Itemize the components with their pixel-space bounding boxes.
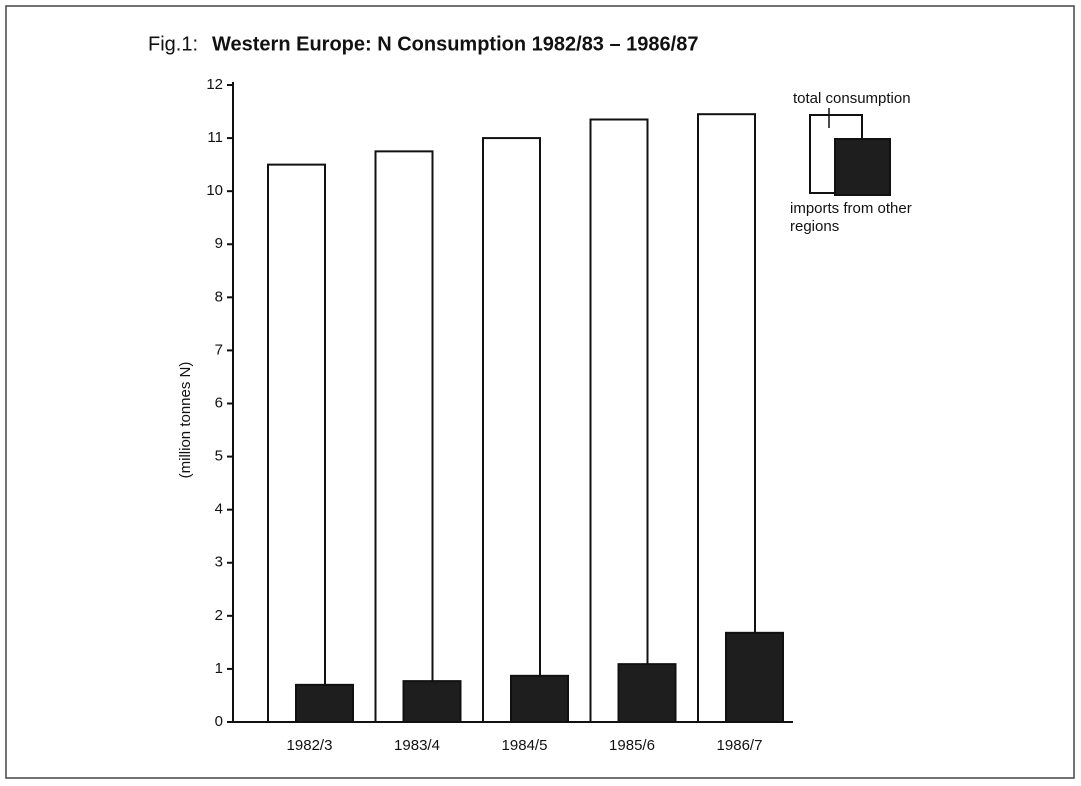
import-bar bbox=[725, 631, 784, 724]
x-tick-label: 1986/7 bbox=[717, 737, 763, 754]
y-tick-label: 1 bbox=[215, 660, 223, 677]
y-tick-label: 9 bbox=[215, 235, 223, 252]
y-tick-label: 0 bbox=[215, 713, 223, 730]
import-bar bbox=[510, 674, 569, 724]
import-bar bbox=[617, 663, 677, 723]
y-tick-label: 6 bbox=[215, 394, 223, 411]
x-tick-label: 1985/6 bbox=[609, 737, 655, 754]
y-tick-label: 12 bbox=[206, 76, 223, 93]
total-bar bbox=[267, 163, 326, 723]
chart-title: Western Europe: N Consumption 1982/83 – … bbox=[212, 33, 698, 55]
y-tick-label: 11 bbox=[207, 129, 223, 146]
x-tick-label: 1984/5 bbox=[502, 737, 548, 754]
import-bar bbox=[295, 683, 354, 724]
legend-label: imports from other regions bbox=[790, 200, 912, 235]
total-bar bbox=[374, 150, 434, 723]
total-bar bbox=[589, 118, 649, 724]
y-tick-label: 7 bbox=[215, 341, 223, 358]
total-bar bbox=[697, 113, 756, 723]
legend-swatch bbox=[834, 138, 891, 196]
y-tick-label: 10 bbox=[206, 182, 223, 199]
y-tick-label: 8 bbox=[215, 288, 223, 305]
legend-label-box: imports from other regions bbox=[790, 200, 912, 235]
y-tick-label: 4 bbox=[215, 501, 223, 518]
legend-label: total consumption bbox=[793, 90, 911, 107]
y-tick-label: 2 bbox=[215, 607, 223, 624]
import-bar bbox=[402, 680, 462, 724]
y-axis-label: (million tonnes N) bbox=[177, 362, 194, 479]
x-tick-label: 1983/4 bbox=[394, 737, 440, 754]
x-tick-label: 1982/3 bbox=[287, 737, 333, 754]
figure-label: Fig.1: bbox=[148, 33, 198, 55]
y-tick-label: 5 bbox=[215, 448, 223, 465]
total-bar bbox=[482, 137, 541, 724]
y-tick-label: 3 bbox=[215, 554, 223, 571]
